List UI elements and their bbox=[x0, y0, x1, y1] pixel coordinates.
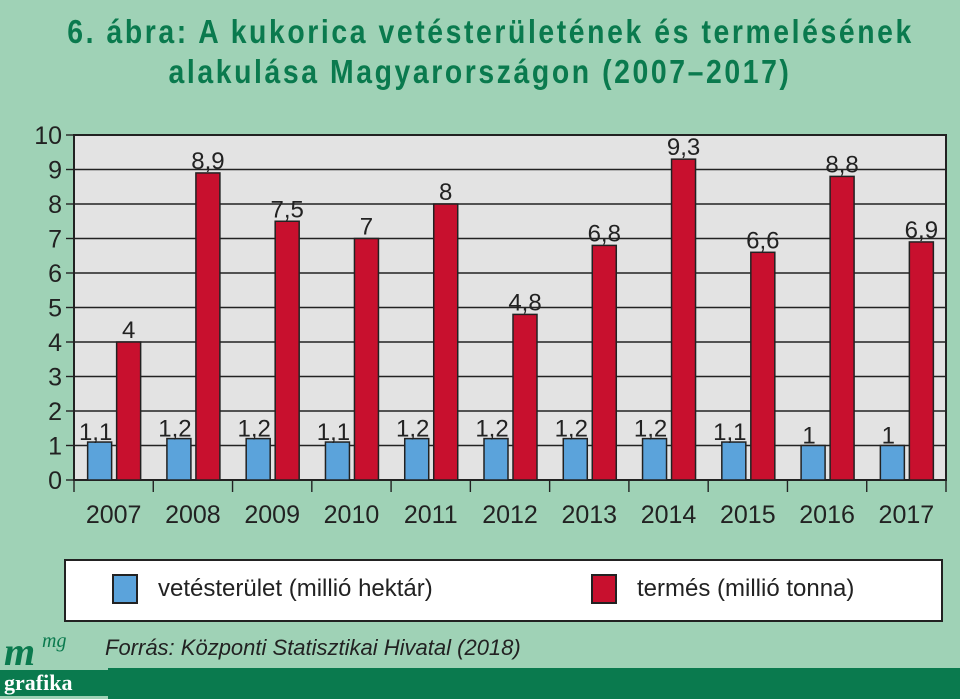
legend-item-area: vetésterület (millió hektár) bbox=[112, 574, 433, 604]
y-tick-label: 5 bbox=[48, 295, 62, 323]
y-tick-label: 6 bbox=[48, 260, 62, 288]
x-tick-label: 2007 bbox=[86, 501, 142, 529]
bar-yield bbox=[591, 244, 618, 481]
chart-title: 6. ábra: A kukorica vetésterületének és … bbox=[67, 12, 914, 92]
bar-yield bbox=[195, 172, 221, 481]
bar-yield bbox=[432, 203, 459, 481]
bar-area bbox=[562, 437, 589, 481]
data-label-yield: 4 bbox=[122, 317, 135, 344]
data-label-area: 1,1 bbox=[317, 419, 350, 446]
y-tick-label: 3 bbox=[48, 364, 62, 392]
y-tick-label: 1 bbox=[48, 433, 62, 461]
data-label-area: 1,2 bbox=[396, 416, 429, 443]
data-label-yield: 6,6 bbox=[746, 227, 779, 254]
data-label-yield: 9,3 bbox=[667, 134, 700, 161]
legend-label-area: vetésterület (millió hektár) bbox=[158, 575, 433, 602]
y-tick-label: 8 bbox=[48, 191, 62, 219]
y-tick-label: 0 bbox=[48, 467, 62, 495]
bar-area bbox=[403, 437, 430, 481]
bar-area bbox=[245, 437, 271, 481]
legend-item-yield: termés (millió tonna) bbox=[591, 574, 854, 604]
data-label-yield: 8 bbox=[439, 179, 452, 206]
data-label-yield: 6,9 bbox=[905, 217, 938, 244]
data-label-area: 1,1 bbox=[713, 419, 746, 446]
data-label-yield: 7,5 bbox=[270, 196, 303, 223]
bar-yield bbox=[908, 241, 935, 481]
mg-grafika-logo: m mg grafika bbox=[0, 628, 110, 699]
x-tick-label: 2009 bbox=[244, 501, 300, 529]
bar-area bbox=[641, 437, 668, 481]
bar-area bbox=[800, 444, 826, 481]
data-label-area: 1,2 bbox=[158, 416, 191, 443]
bar-yield bbox=[670, 158, 697, 481]
data-label-area: 1,2 bbox=[555, 416, 588, 443]
legend: vetésterület (millió hektár) termés (mil… bbox=[64, 559, 943, 622]
y-tick-label: 10 bbox=[34, 122, 62, 150]
bar-chart: 0 1 2 3 4 5 6 7 8 9 10 2007 1,1 4 2008 1,2 8,9 2009 1,2 7,5… bbox=[34, 122, 947, 529]
logo-grafika: grafika bbox=[0, 670, 108, 696]
bar-area bbox=[324, 441, 351, 481]
y-tick-label: 9 bbox=[48, 157, 62, 185]
x-tick-label: 2016 bbox=[799, 501, 855, 529]
bar-yield bbox=[829, 175, 855, 481]
bar-area bbox=[86, 441, 113, 481]
data-label-area: 1,2 bbox=[475, 416, 508, 443]
y-tick-label: 4 bbox=[48, 329, 62, 357]
bar-area bbox=[879, 444, 906, 481]
legend-label-yield: termés (millió tonna) bbox=[637, 575, 855, 602]
y-tick-label: 2 bbox=[48, 398, 62, 426]
legend-swatch-yield bbox=[591, 574, 617, 604]
plot-border bbox=[73, 134, 947, 481]
data-label-area: 1,2 bbox=[237, 416, 270, 443]
y-tick-label: 7 bbox=[48, 226, 62, 254]
bar-area bbox=[166, 437, 192, 481]
x-tick-label: 2010 bbox=[324, 501, 380, 529]
data-label-area: 1,2 bbox=[634, 416, 667, 443]
x-tick-label: 2014 bbox=[641, 501, 697, 529]
data-label-area: 1 bbox=[802, 423, 815, 450]
x-tick-label: 2012 bbox=[482, 501, 538, 529]
bar-yield bbox=[115, 341, 142, 481]
legend-swatch-area bbox=[112, 574, 138, 604]
x-tick-label: 2017 bbox=[879, 501, 935, 529]
chart-title-line-2: alakulása Magyarországon (2007–2017) bbox=[168, 53, 792, 90]
source-note: Forrás: Központi Statisztikai Hivatal (2… bbox=[105, 635, 521, 660]
data-label-area: 1,1 bbox=[79, 419, 112, 446]
data-label-yield: 7 bbox=[360, 214, 373, 241]
logo-m: m bbox=[4, 629, 36, 674]
bar-yield bbox=[274, 220, 300, 481]
bar-area bbox=[721, 441, 747, 481]
logo-mg: mg bbox=[42, 630, 67, 652]
bar-yield bbox=[512, 313, 538, 481]
data-label-yield: 8,8 bbox=[825, 151, 858, 178]
data-label-yield: 8,9 bbox=[191, 148, 224, 175]
data-label-yield: 6,8 bbox=[588, 220, 621, 247]
x-tick-label: 2008 bbox=[165, 501, 221, 529]
bar-area bbox=[483, 437, 509, 481]
x-tick-label: 2011 bbox=[404, 501, 458, 529]
x-tick-label: 2015 bbox=[720, 501, 776, 529]
x-tick-label: 2013 bbox=[561, 501, 617, 529]
bar-yield bbox=[750, 251, 776, 481]
data-label-yield: 4,8 bbox=[508, 289, 541, 316]
data-label-area: 1 bbox=[882, 423, 895, 450]
chart-title-line-1: 6. ábra: A kukorica vetésterületének és … bbox=[67, 13, 914, 50]
bar-yield bbox=[353, 237, 380, 481]
footer-band bbox=[108, 668, 960, 699]
